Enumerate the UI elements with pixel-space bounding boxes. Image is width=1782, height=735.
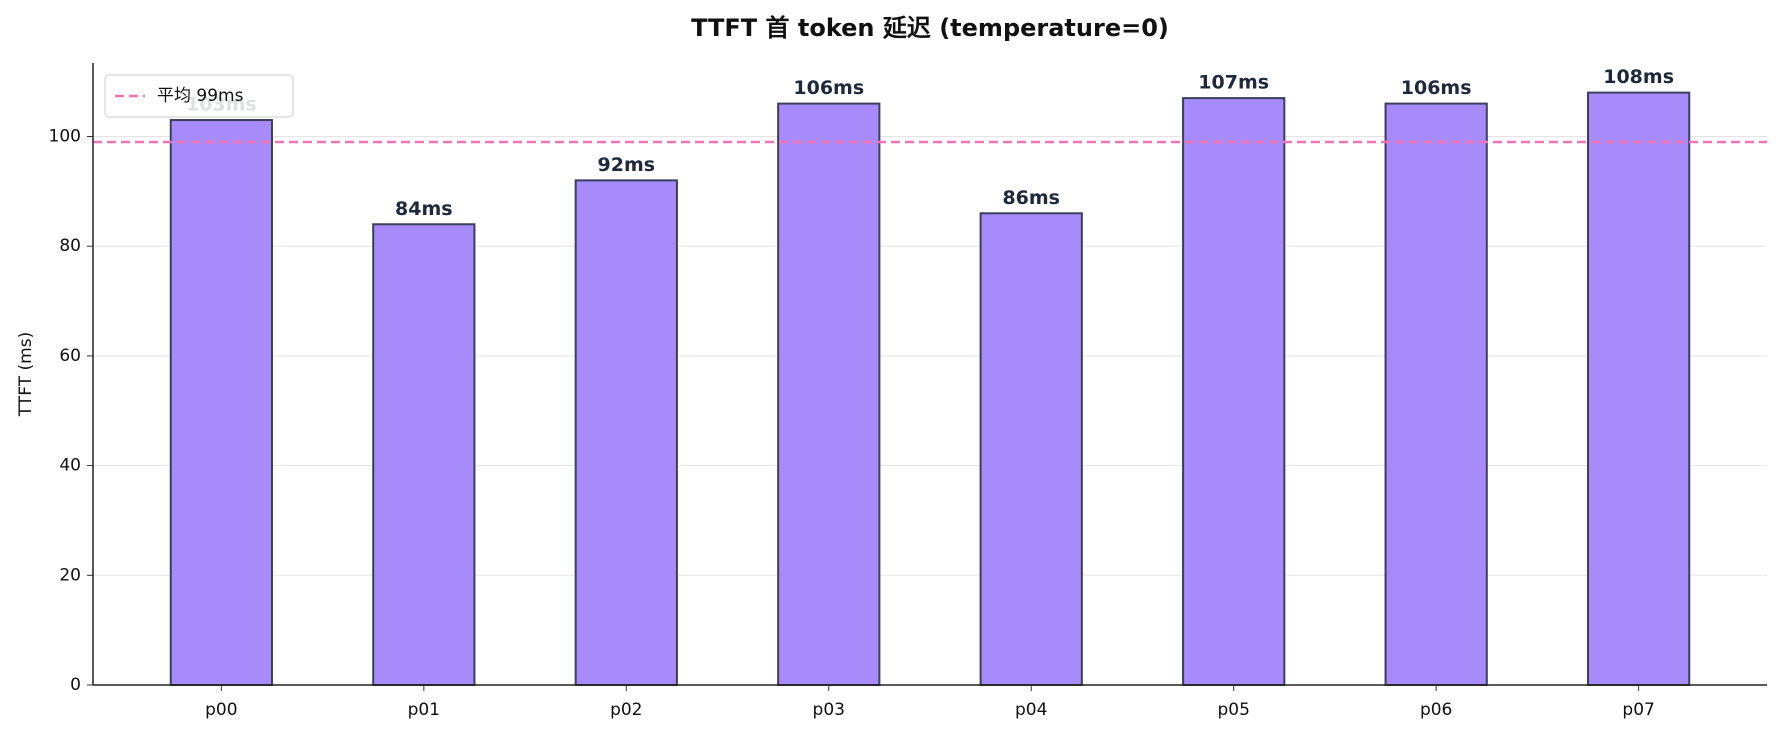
y-tick-label: 80 — [59, 236, 81, 256]
bar — [777, 102, 881, 687]
x-tick-label: p01 — [408, 700, 440, 720]
value-label: 86ms — [1002, 187, 1060, 209]
x-tick-label: p07 — [1622, 700, 1654, 720]
value-label: 84ms — [395, 198, 453, 220]
bar — [1182, 97, 1286, 686]
bar — [1384, 102, 1488, 687]
chart-title: TTFT 首 token 延迟 (temperature=0) — [691, 14, 1169, 42]
bar — [979, 212, 1083, 686]
x-tick-label: p05 — [1217, 700, 1249, 720]
legend-box — [104, 74, 294, 118]
value-label: 106ms — [793, 77, 864, 99]
bar — [1587, 91, 1691, 687]
x-tick-label: p06 — [1420, 700, 1452, 720]
x-tick-label: p03 — [813, 700, 845, 720]
legend-label: 平均 99ms — [157, 86, 244, 106]
value-label: 106ms — [1401, 77, 1472, 99]
y-tick-label: 20 — [59, 565, 81, 585]
bar — [169, 119, 273, 687]
x-tick-label: p02 — [610, 700, 642, 720]
x-tick-label: p04 — [1015, 700, 1047, 720]
bar — [372, 223, 476, 687]
value-label: 107ms — [1198, 72, 1269, 94]
y-tick-label: 60 — [59, 346, 81, 366]
x-tick-label: p00 — [205, 700, 237, 720]
y-axis-label: TTFT (ms) — [16, 332, 36, 417]
value-label: 92ms — [598, 154, 656, 176]
value-label: 108ms — [1603, 66, 1674, 88]
y-tick-label: 40 — [59, 456, 81, 476]
y-tick-label: 100 — [49, 126, 81, 146]
y-tick-label: 0 — [70, 675, 81, 695]
bar — [574, 179, 678, 687]
